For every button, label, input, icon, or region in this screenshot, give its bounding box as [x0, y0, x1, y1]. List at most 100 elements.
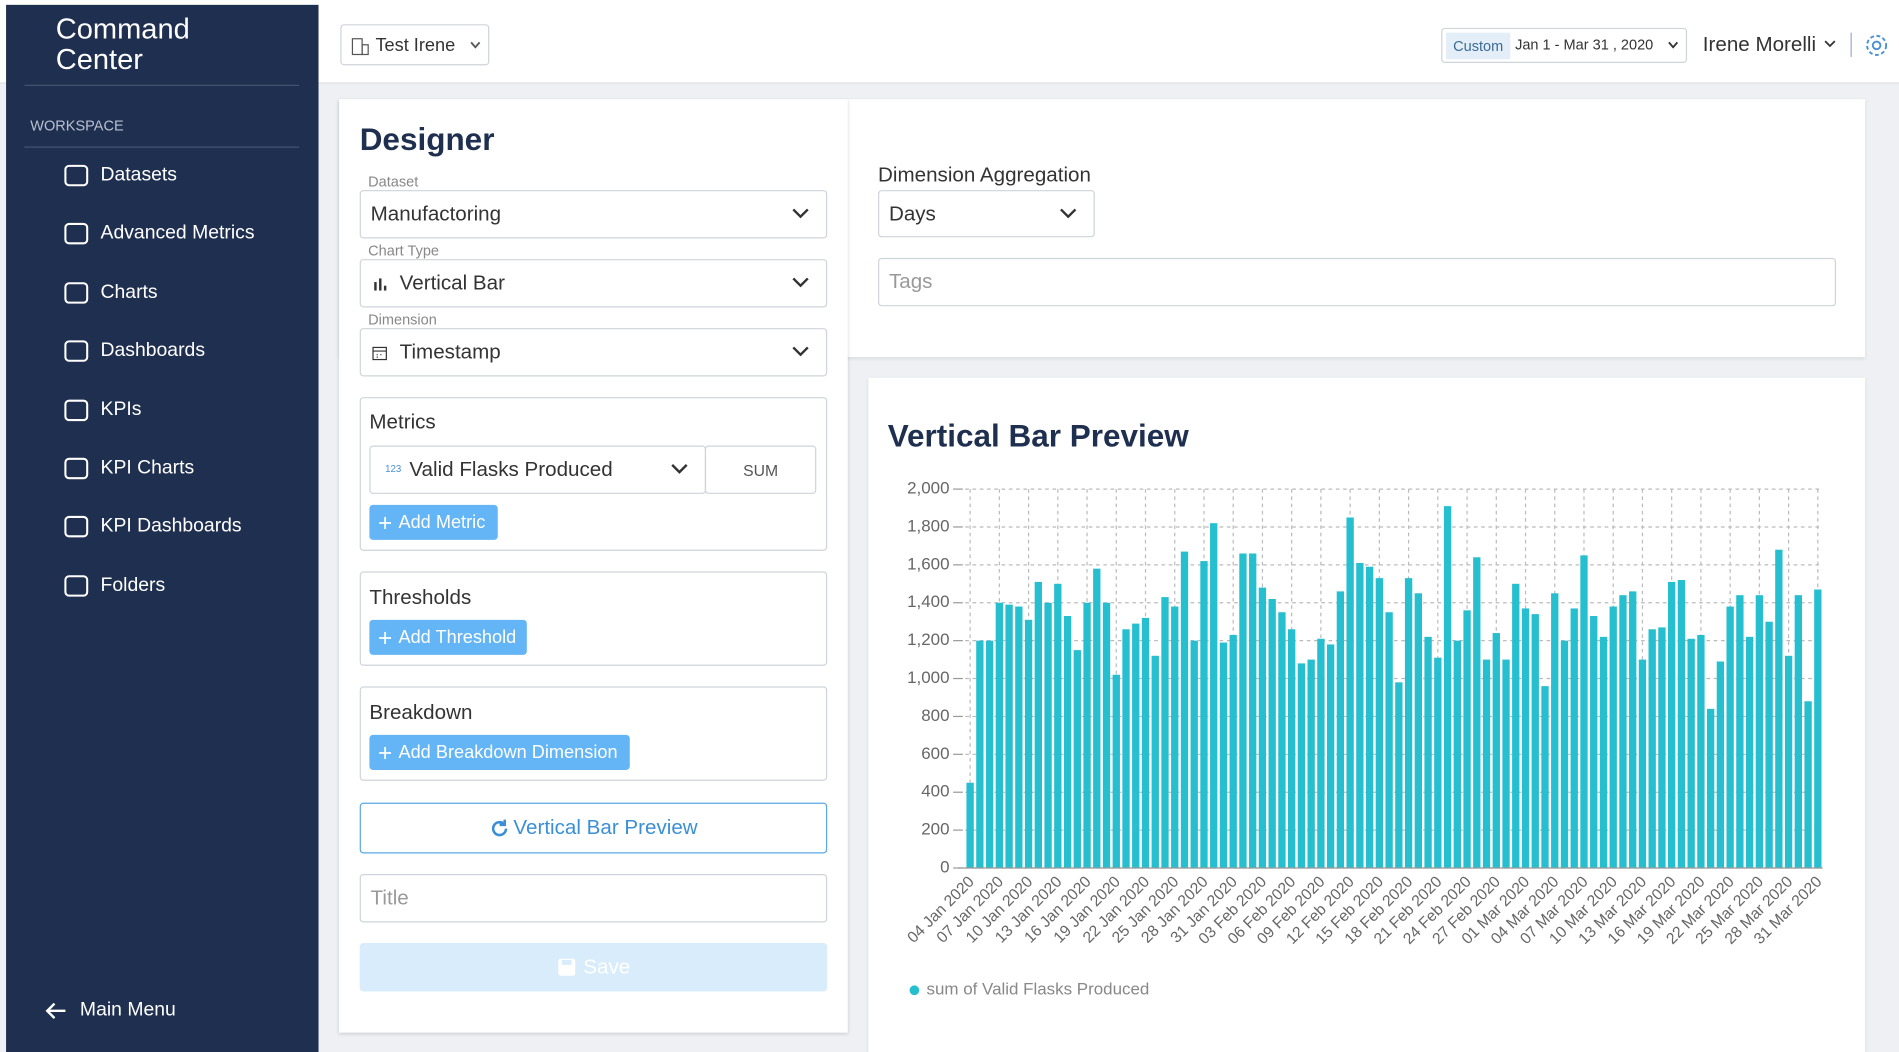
- settings-icon[interactable]: [1864, 33, 1889, 58]
- field-value: Valid Flasks Produced: [409, 457, 613, 481]
- button-label: Add Metric: [398, 512, 486, 533]
- user-name[interactable]: Irene Morelli: [1702, 32, 1817, 56]
- bar: [1093, 568, 1101, 869]
- section-label: WORKSPACE: [30, 117, 124, 135]
- bar: [1551, 593, 1559, 869]
- nav-label: Dashboards: [100, 340, 206, 361]
- bar: [1005, 604, 1013, 869]
- y-tick-label: 1,000: [907, 668, 949, 687]
- legend-label: sum of Valid Flasks Produced: [926, 980, 1149, 999]
- plus-icon: [379, 746, 392, 759]
- date-picker[interactable]: Custom Jan 1 - Mar 31 , 2020: [1441, 27, 1688, 63]
- bar: [1560, 640, 1569, 869]
- button-label: Vertical Bar Preview: [513, 815, 698, 839]
- bar: [1356, 562, 1364, 869]
- nav-item[interactable]: KPI Charts: [63, 450, 305, 486]
- bar: [1784, 655, 1793, 869]
- nav-item[interactable]: Datasets: [63, 157, 305, 193]
- nav-item[interactable]: Charts: [63, 275, 305, 311]
- y-tick-label: 400: [921, 782, 949, 801]
- separator: [24, 84, 300, 86]
- chevron: [1668, 41, 1679, 49]
- app-title: Command Center: [55, 13, 190, 77]
- date-badge: Custom: [1446, 32, 1511, 60]
- y-tick-label: 1,600: [907, 554, 949, 573]
- bar: [1765, 621, 1773, 869]
- save-button[interactable]: Save: [359, 943, 828, 992]
- y-tick-label: 800: [921, 706, 949, 725]
- bar: [1414, 593, 1422, 869]
- button-label: Save: [583, 955, 631, 979]
- bar: [1141, 617, 1150, 869]
- dimension-select[interactable]: Timestamp: [359, 328, 828, 377]
- chevron: [1824, 40, 1836, 48]
- bar: [1180, 551, 1189, 869]
- nav-item[interactable]: KPI Dashboards: [63, 509, 305, 545]
- bar: [1687, 638, 1695, 869]
- bar: [1658, 627, 1666, 869]
- aggregate-select[interactable]: SUM: [704, 445, 817, 494]
- aggregation-select[interactable]: Days: [878, 190, 1095, 238]
- tags-input[interactable]: Tags: [878, 257, 1837, 307]
- section-title: Thresholds: [369, 585, 472, 609]
- chevron: [470, 41, 481, 49]
- bar: [1268, 598, 1276, 869]
- dataset-select[interactable]: Manufactoring: [359, 190, 828, 239]
- bar: [1443, 506, 1452, 869]
- field-value: Vertical Bar: [399, 271, 505, 295]
- bar: [1745, 636, 1754, 869]
- bar: [1239, 553, 1247, 869]
- bar: [1599, 636, 1608, 869]
- nav-icon: [64, 164, 89, 187]
- field-value: Days: [888, 201, 936, 225]
- y-tick-label: 2,000: [907, 479, 949, 498]
- nav-item[interactable]: Dashboards: [63, 333, 305, 369]
- legend-marker: [909, 985, 920, 996]
- main-menu[interactable]: Main Menu: [79, 999, 176, 1021]
- bar: [1697, 634, 1705, 869]
- field-label: Dataset: [368, 173, 419, 191]
- nav-item[interactable]: Advanced Metrics: [63, 216, 305, 252]
- button-label: Add Breakdown Dimension: [398, 742, 618, 763]
- back-arrow: [45, 1002, 66, 1019]
- field-label: Dimension: [368, 311, 437, 329]
- chart-type-select[interactable]: Vertical Bar: [359, 259, 828, 308]
- bar: [1473, 557, 1481, 869]
- bar: [985, 640, 994, 869]
- nav-item[interactable]: KPIs: [63, 392, 305, 428]
- nav-item[interactable]: Folders: [63, 568, 305, 604]
- bar: [1668, 581, 1676, 869]
- bar: [1755, 595, 1764, 869]
- bar: [995, 602, 1004, 869]
- nav-icon: [64, 457, 89, 480]
- nav-label: Datasets: [100, 164, 177, 186]
- bar: [1385, 612, 1393, 869]
- add-breakdown-button[interactable]: Add Breakdown Dimension: [369, 734, 630, 770]
- title-input[interactable]: Title: [359, 874, 828, 923]
- bar: [1229, 634, 1237, 869]
- metric-select[interactable]: 123 Valid Flasks Produced: [369, 445, 707, 494]
- bar: [1307, 659, 1315, 869]
- bar: [1044, 602, 1052, 869]
- bar: [1219, 642, 1228, 869]
- bar: [1775, 549, 1783, 869]
- preview-button[interactable]: Vertical Bar Preview: [359, 802, 828, 854]
- bar: [1190, 640, 1198, 869]
- nav-label: KPI Charts: [100, 457, 195, 479]
- heading: Designer: [359, 121, 495, 158]
- bar-icon: [374, 278, 387, 291]
- add-metric-button[interactable]: Add Metric: [369, 504, 498, 540]
- add-threshold-button[interactable]: Add Threshold: [369, 619, 527, 655]
- chevron: [1060, 207, 1077, 218]
- calendar-icon: [372, 346, 387, 361]
- bar: [1580, 555, 1588, 869]
- bar: [1570, 608, 1578, 869]
- bar: [1541, 686, 1549, 869]
- workspace-select[interactable]: Test Irene: [340, 24, 490, 66]
- bar: [1609, 606, 1617, 869]
- chevron: [792, 277, 809, 288]
- chevron: [671, 464, 688, 474]
- bar: [1161, 597, 1169, 869]
